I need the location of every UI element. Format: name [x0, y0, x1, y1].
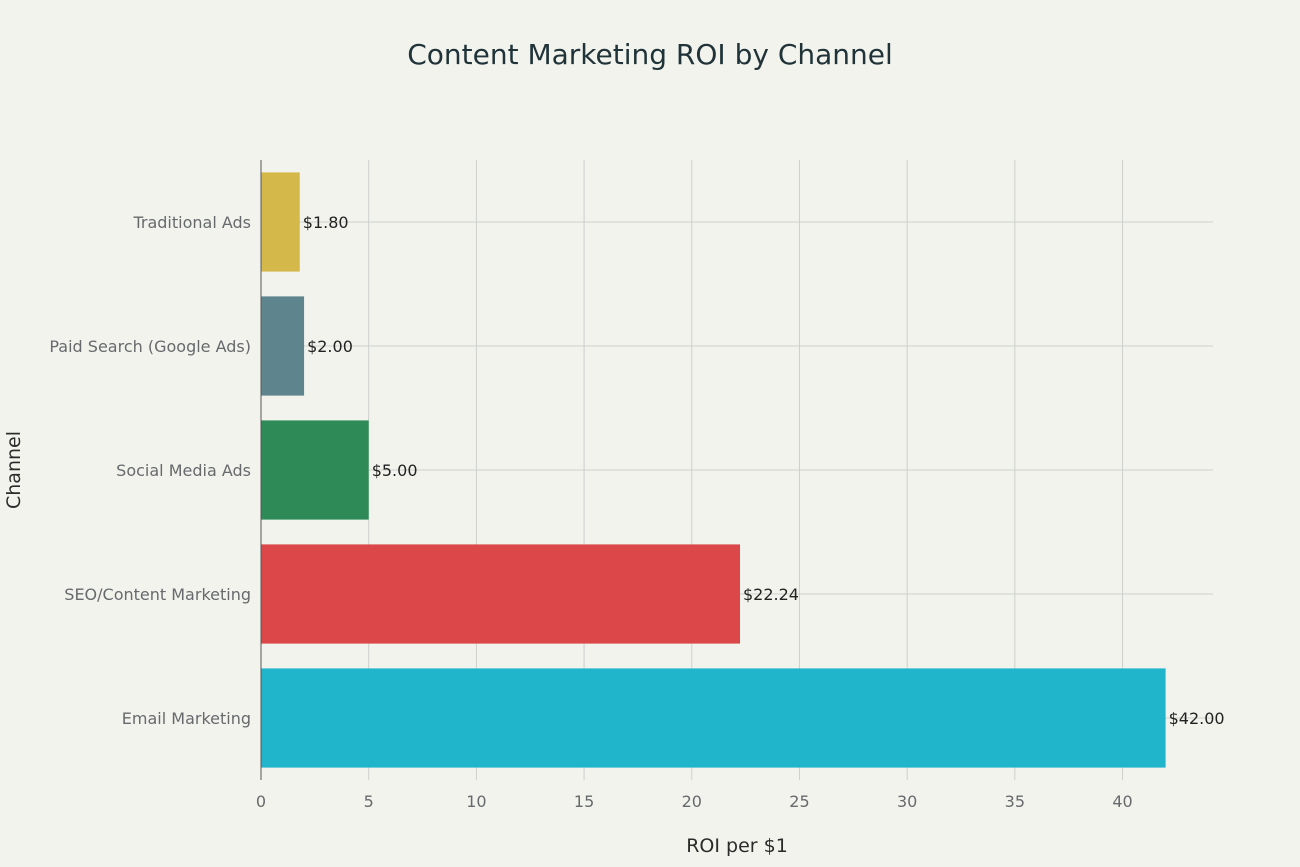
- x-tick-label: 30: [897, 792, 917, 811]
- y-tick-label: Email Marketing: [122, 709, 251, 728]
- chart-title: Content Marketing ROI by Channel: [407, 38, 893, 71]
- y-tick-label: Traditional Ads: [132, 213, 251, 232]
- x-tick-label: 25: [789, 792, 809, 811]
- x-tick-label: 15: [574, 792, 594, 811]
- bars-layer: $42.00 $22.24 $5.00 $2.00 $1.80: [261, 172, 1225, 768]
- x-tick-label: 20: [682, 792, 702, 811]
- bar: [261, 668, 1166, 768]
- x-tick-label: 0: [256, 792, 266, 811]
- data-label: $1.80: [303, 213, 349, 232]
- bar: [261, 420, 369, 520]
- y-tick-label: Social Media Ads: [116, 461, 251, 480]
- bar: [261, 172, 300, 272]
- data-label: $2.00: [307, 337, 353, 356]
- data-label: $42.00: [1169, 709, 1225, 728]
- x-axis-label: ROI per $1: [686, 835, 788, 857]
- data-label: $22.24: [743, 585, 799, 604]
- axis-layer: 0 5 10 15 20 25 30 35 40 Email Marketing SEO/Conte…: [49, 160, 1133, 811]
- x-tick-label: 35: [1005, 792, 1025, 811]
- y-axis-label: Channel: [3, 431, 25, 509]
- x-tick-label: 40: [1112, 792, 1132, 811]
- y-tick-label: SEO/Content Marketing: [64, 585, 251, 604]
- x-tick-label: 10: [466, 792, 486, 811]
- bar: [261, 544, 741, 644]
- y-tick-label: Paid Search (Google Ads): [49, 337, 251, 356]
- bar: [261, 296, 305, 396]
- x-tick-label: 5: [364, 792, 374, 811]
- data-label: $5.00: [372, 461, 418, 480]
